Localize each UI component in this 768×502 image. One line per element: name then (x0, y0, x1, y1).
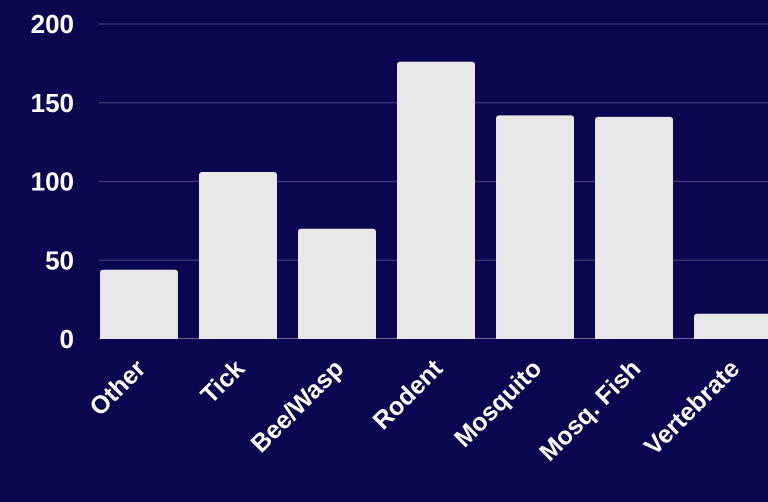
x-category-label: Mosquito (449, 354, 547, 452)
y-tick-label: 200 (31, 9, 74, 39)
y-axis-tick-labels: 0 50 100 150 200 (31, 9, 74, 354)
bar-rodent (397, 61, 475, 343)
bar-mosq-fish (595, 116, 673, 342)
x-category-label: Bee/Wasp (246, 354, 350, 458)
bar-bee-wasp (298, 228, 376, 342)
y-tick-label: 100 (31, 167, 74, 197)
x-category-label: Other (84, 354, 151, 421)
x-category-label: Mosq. Fish (534, 354, 646, 466)
y-tick-label: 0 (60, 324, 74, 354)
bar-vertebrate (694, 313, 768, 342)
bar-tick (199, 172, 277, 342)
bar-other (100, 269, 178, 342)
baseline-mask (97, 339, 768, 343)
y-tick-label: 50 (45, 245, 74, 275)
bar-mosquito (496, 115, 574, 342)
x-category-label: Tick (195, 354, 250, 409)
y-tick-label: 150 (31, 88, 74, 118)
x-category-label: Rodent (368, 354, 449, 435)
x-category-label: Vertebrate (639, 354, 745, 460)
bars (97, 61, 768, 343)
